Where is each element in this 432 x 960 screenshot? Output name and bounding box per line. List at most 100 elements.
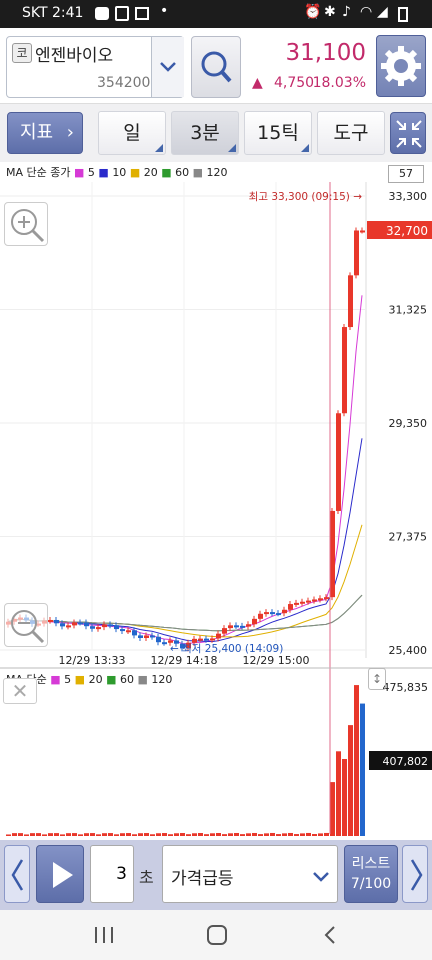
time-tick-label: 12/29 13:33 bbox=[59, 654, 126, 667]
volume-bars bbox=[6, 685, 365, 836]
candle bbox=[60, 623, 65, 627]
next-button[interactable] bbox=[402, 845, 428, 903]
candle bbox=[90, 626, 95, 629]
price-tick-label: 31,325 bbox=[389, 304, 428, 317]
volume-bar bbox=[336, 751, 341, 836]
volume-bar bbox=[234, 832, 239, 836]
status-bar: SKT 2:41 • ⏰ ✱ ♪ ◠ ◢ bbox=[0, 0, 432, 28]
candle bbox=[246, 624, 251, 627]
tab-corner-marker bbox=[155, 144, 163, 152]
volume-bar bbox=[252, 832, 257, 836]
volume-bar bbox=[162, 833, 167, 836]
home-icon[interactable] bbox=[204, 922, 230, 948]
candle bbox=[270, 612, 275, 615]
candle bbox=[348, 275, 353, 328]
list-label: 리스트 bbox=[351, 856, 391, 872]
list-count: 7/100 bbox=[350, 876, 392, 892]
list-button[interactable]: 리스트 7/100 bbox=[344, 845, 398, 903]
legend-item-120: ■ 120 bbox=[192, 166, 228, 179]
volume-bar bbox=[342, 759, 347, 836]
volume-bar bbox=[54, 833, 59, 836]
zoom-out-button[interactable] bbox=[4, 603, 48, 647]
candle bbox=[234, 625, 239, 628]
volume-bar bbox=[216, 833, 221, 836]
volume-bar bbox=[186, 834, 191, 836]
search-icon bbox=[201, 51, 232, 83]
indicator-button[interactable]: 지표 › bbox=[7, 112, 83, 154]
candle bbox=[138, 635, 143, 639]
price-tick-label: 25,400 bbox=[389, 644, 428, 657]
candle bbox=[144, 635, 149, 639]
candle bbox=[330, 510, 335, 598]
chevron-down-icon bbox=[313, 872, 329, 882]
collapse-button[interactable] bbox=[390, 112, 426, 154]
tab-15tick-label: 15틱 bbox=[257, 122, 299, 144]
seconds-input[interactable]: 3 bbox=[90, 845, 134, 903]
candle bbox=[162, 642, 167, 645]
play-button[interactable] bbox=[36, 845, 84, 903]
volume-bar bbox=[126, 833, 131, 836]
tab-day[interactable]: 일 bbox=[98, 111, 166, 155]
volume-bar bbox=[354, 685, 359, 836]
candle bbox=[342, 327, 347, 414]
volume-tag-bg bbox=[369, 751, 432, 770]
volume-bar bbox=[294, 834, 299, 836]
candles bbox=[6, 227, 365, 652]
tab-15tick[interactable]: 15틱 bbox=[244, 111, 312, 155]
volume-bar bbox=[264, 833, 269, 836]
candle bbox=[282, 609, 287, 614]
stock-selector[interactable]: 코 엔젠바이오 354200 bbox=[6, 36, 184, 98]
settings-button[interactable] bbox=[376, 35, 426, 97]
recent-apps-icon[interactable] bbox=[90, 922, 118, 948]
candle bbox=[336, 413, 341, 511]
back-icon[interactable] bbox=[318, 922, 344, 948]
volume-bar bbox=[306, 832, 311, 836]
volume-bar bbox=[18, 833, 23, 836]
carrier-time: SKT 2:41 bbox=[22, 5, 84, 21]
volume-bar bbox=[12, 833, 17, 836]
volume-bar bbox=[204, 834, 209, 836]
tab-3min[interactable]: 3분 bbox=[171, 111, 239, 155]
close-volume-button[interactable]: ✕ bbox=[3, 678, 37, 704]
candle bbox=[240, 625, 245, 628]
candlestick-chart[interactable]: 33,300 31,325 29,350 27,375 25,400 12/29 13:… bbox=[0, 182, 432, 842]
candle bbox=[84, 622, 89, 627]
price-tick-label: 29,350 bbox=[389, 417, 428, 430]
tab-tools[interactable]: 도구 bbox=[317, 111, 385, 155]
prev-button[interactable] bbox=[4, 845, 30, 903]
tab-3min-label: 3분 bbox=[190, 122, 220, 144]
youtube-icon bbox=[95, 7, 109, 20]
candle bbox=[174, 640, 179, 644]
volume-bar bbox=[60, 834, 65, 836]
zoom-in-button[interactable] bbox=[4, 202, 48, 246]
gear-icon bbox=[381, 46, 421, 86]
stock-dropdown-button[interactable] bbox=[151, 37, 184, 97]
close-icon: ✕ bbox=[11, 679, 29, 703]
volume-bar bbox=[36, 833, 41, 836]
volume-bar bbox=[96, 834, 101, 836]
volume-bar bbox=[222, 834, 227, 836]
ma-line-20 bbox=[7, 524, 363, 638]
candle bbox=[324, 597, 329, 600]
volume-bar bbox=[174, 833, 179, 836]
candle bbox=[318, 598, 323, 601]
signal-icon: ◢ bbox=[377, 4, 388, 20]
candle bbox=[108, 624, 113, 627]
tab-corner-marker bbox=[228, 144, 236, 152]
condition-select[interactable]: 가격급등 bbox=[162, 845, 338, 903]
battery-icon bbox=[398, 7, 408, 22]
price-ma-legend: MA 단순 종가 ■ 5 ■ 10 ■ 20 ■ 60 ■ 120 bbox=[6, 164, 228, 180]
volume-bar bbox=[72, 833, 77, 836]
chevron-left-icon bbox=[11, 859, 24, 891]
search-button[interactable] bbox=[191, 36, 241, 98]
volume-bar bbox=[132, 834, 137, 836]
volume-bar bbox=[6, 834, 11, 836]
legend-item-120: ■ 120 bbox=[137, 673, 173, 686]
visible-count-box[interactable]: 57 bbox=[388, 165, 424, 183]
candle bbox=[198, 638, 203, 641]
candle bbox=[132, 630, 137, 636]
resize-handle[interactable]: ↕ bbox=[368, 668, 386, 690]
candle bbox=[102, 624, 107, 628]
volume-bar bbox=[120, 833, 125, 836]
mute-icon: ♪ bbox=[342, 4, 351, 20]
